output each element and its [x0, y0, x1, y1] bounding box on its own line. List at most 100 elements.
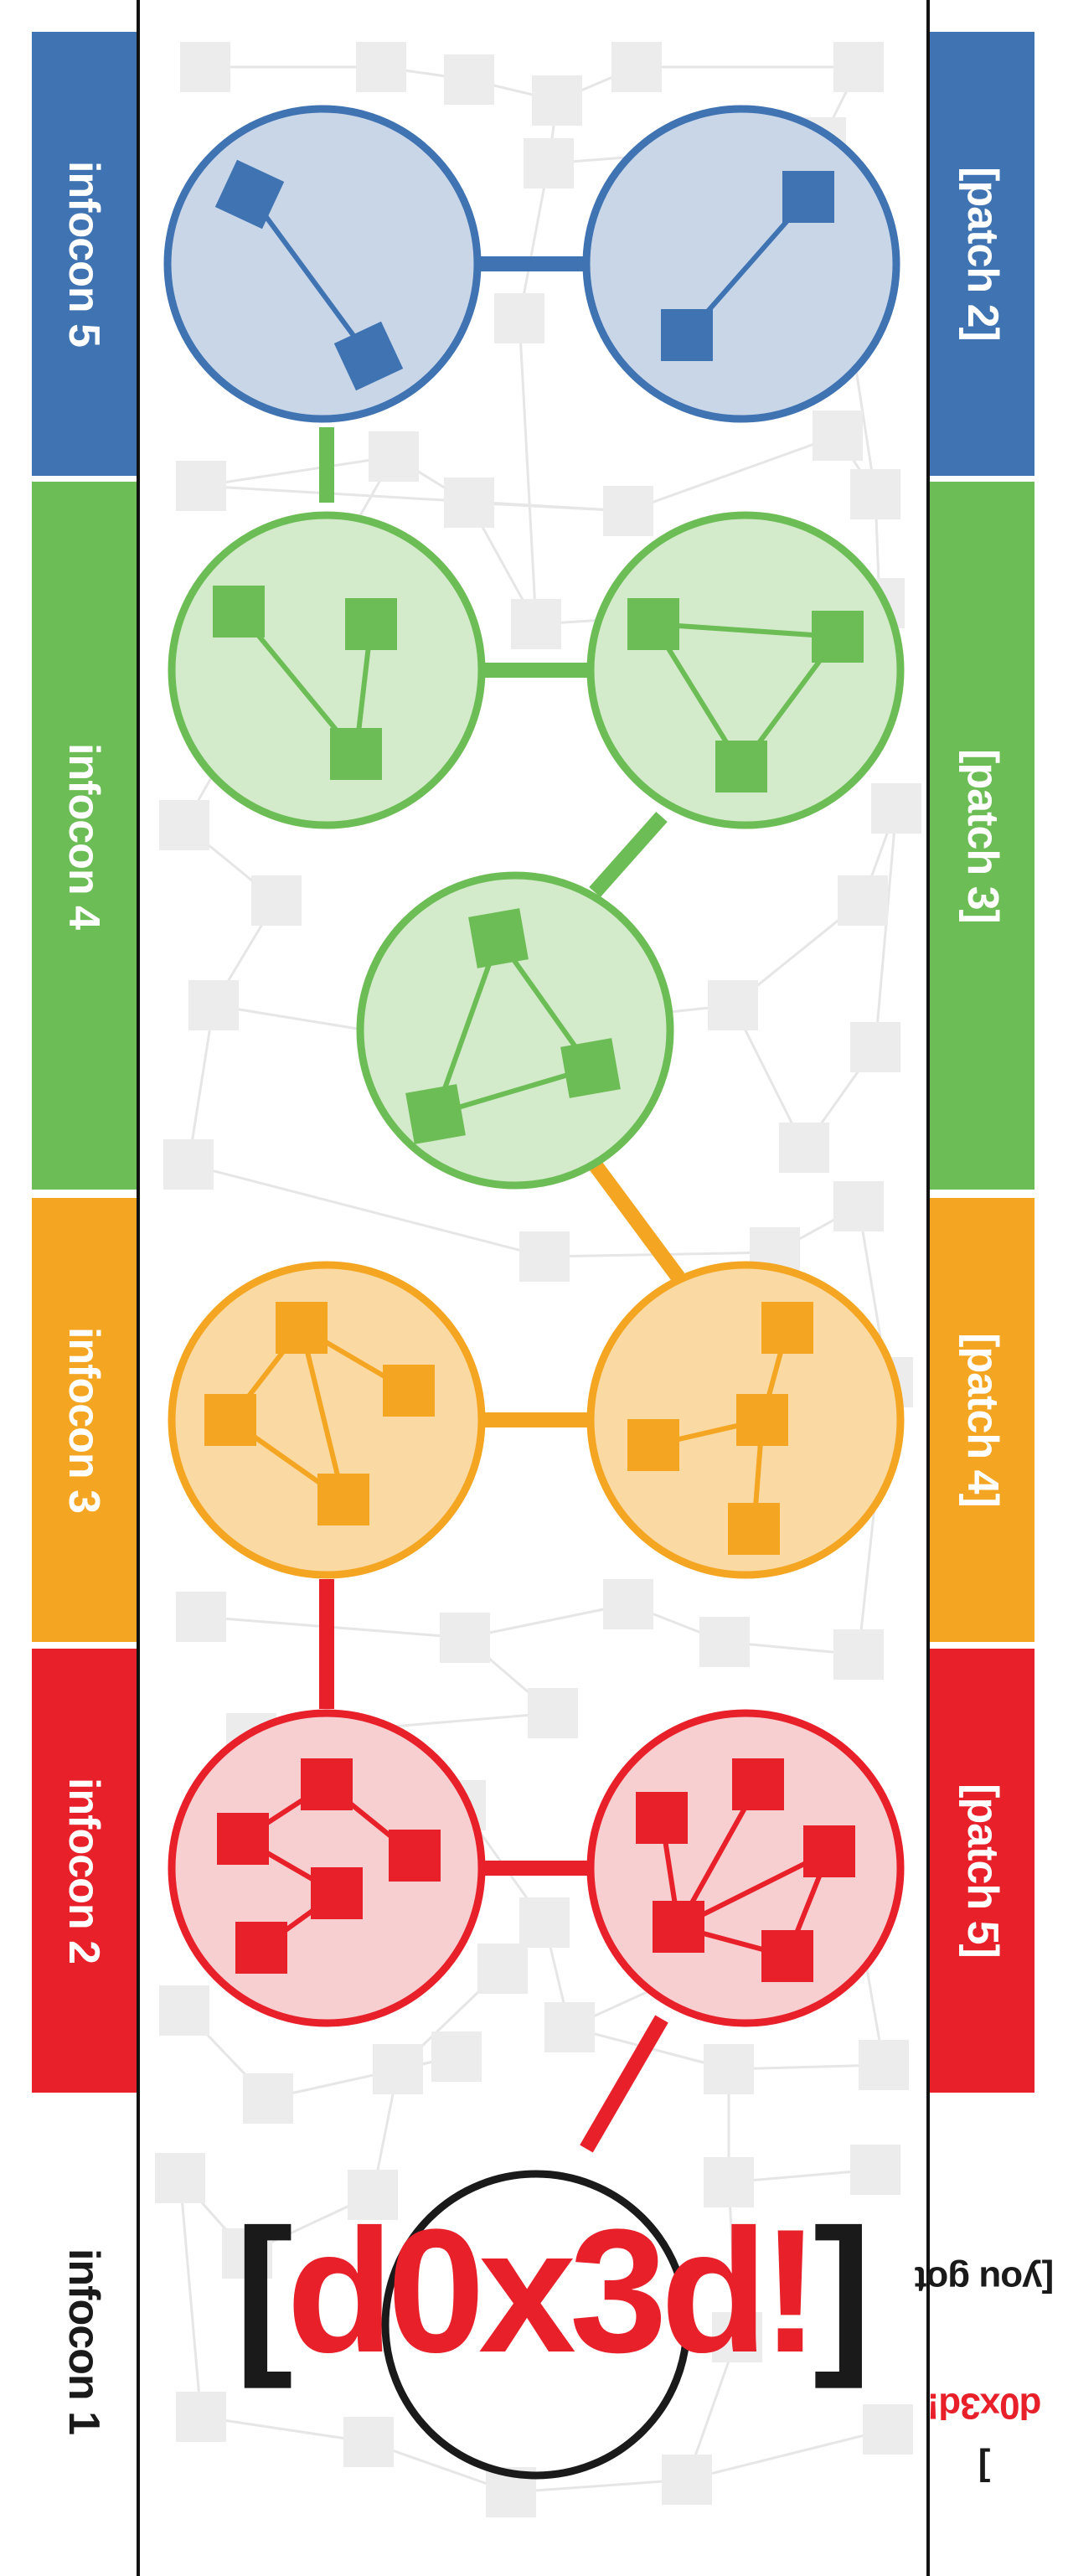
- cluster-link: [580, 2015, 668, 2153]
- cluster-node: [311, 1867, 363, 1919]
- cluster-infocon-4-a: [168, 511, 486, 829]
- background-edge: [518, 163, 550, 319]
- background-node: [251, 875, 302, 926]
- background-node: [176, 461, 226, 511]
- background-node: [159, 800, 209, 850]
- cluster-infocon-3: [168, 1261, 486, 1579]
- background-node: [188, 980, 239, 1030]
- cluster-node: [715, 741, 767, 792]
- background-node: [850, 469, 900, 519]
- you-got-suffix: ]: [978, 2447, 990, 2489]
- cluster-node: [653, 1901, 704, 1953]
- background-node: [176, 1592, 226, 1642]
- node-edge: [653, 622, 838, 639]
- logo-text: d0x3d!: [286, 2192, 820, 2389]
- background-node: [343, 2417, 394, 2467]
- cluster-node: [761, 1302, 813, 1354]
- cluster-node: [330, 728, 382, 780]
- background-node: [850, 1022, 900, 1072]
- doxed-logo: [d0x3d!]: [235, 2203, 872, 2379]
- background-node: [155, 2153, 205, 2203]
- infocon-2-label: infocon 2: [32, 1649, 137, 2093]
- right-divider: [926, 0, 930, 2576]
- you-got-highlight: d0x3d!: [927, 2384, 1041, 2426]
- cluster-patch-2: [582, 105, 900, 423]
- cluster-node: [217, 1813, 269, 1865]
- patch-3-label: [patch 3]: [930, 482, 1034, 1190]
- cluster-node: [204, 1394, 256, 1446]
- background-node: [511, 599, 561, 649]
- background-node: [833, 42, 884, 92]
- cluster-node: [761, 1930, 813, 1982]
- background-node: [833, 1629, 884, 1680]
- cluster-circle: [168, 511, 486, 829]
- cluster-node: [276, 1302, 328, 1354]
- background-node: [444, 478, 494, 528]
- background-node: [863, 2404, 913, 2455]
- you-got-doxed-text: [you got d0x3d!]: [915, 2210, 1054, 2488]
- cluster-circle: [586, 511, 905, 829]
- cluster-node: [736, 1394, 788, 1446]
- cluster-circle: [168, 1261, 486, 1579]
- background-node: [444, 54, 494, 105]
- background-edge: [627, 434, 838, 513]
- logo-open-bracket: [: [235, 2192, 293, 2389]
- logo-ring: [381, 2170, 691, 2480]
- background-node: [176, 2392, 226, 2442]
- background-node: [833, 1181, 884, 1231]
- node-edge: [435, 1066, 591, 1117]
- background-node: [222, 2228, 272, 2279]
- cluster-node: [389, 1830, 441, 1882]
- background-node: [813, 410, 863, 461]
- cluster-node: [560, 1038, 621, 1098]
- background-node: [528, 1688, 578, 1738]
- cluster-circle: [582, 105, 900, 423]
- background-node: [373, 2044, 423, 2094]
- cluster-node: [214, 159, 285, 230]
- background-node: [369, 431, 419, 482]
- background-edge: [200, 2415, 369, 2444]
- background-node: [356, 42, 406, 92]
- patch-4-label: [patch 4]: [930, 1198, 1034, 1642]
- cluster-node: [636, 1792, 688, 1844]
- background-node: [611, 42, 662, 92]
- background-node: [477, 1944, 528, 1994]
- background-node: [603, 486, 653, 536]
- background-node: [704, 2157, 754, 2207]
- cluster-patch-3: [586, 511, 905, 829]
- background-node: [494, 293, 544, 343]
- background-node: [519, 1231, 570, 1282]
- cluster-node: [317, 1474, 369, 1525]
- cluster-node: [803, 1825, 855, 1877]
- left-divider: [137, 0, 140, 2576]
- background-node: [708, 980, 758, 1030]
- background-node: [431, 2031, 482, 2082]
- background-edge: [188, 1163, 545, 1258]
- cluster-node: [728, 1503, 780, 1555]
- background-edge: [178, 2177, 203, 2418]
- cluster-node: [782, 171, 834, 223]
- cluster-node: [661, 309, 713, 361]
- infocon-1-label: infocon 1: [32, 2128, 137, 2555]
- background-edge: [874, 808, 898, 1048]
- background-node: [779, 1123, 829, 1173]
- background-node: [699, 1617, 750, 1667]
- background-node: [704, 2044, 754, 2094]
- background-node: [440, 1613, 490, 1663]
- background-edge: [510, 2478, 688, 2494]
- cluster-node: [345, 598, 397, 650]
- cluster-link: [589, 812, 668, 897]
- background-node: [163, 1139, 214, 1190]
- background-edge: [200, 455, 395, 488]
- background-node: [603, 1579, 653, 1629]
- cluster-node: [405, 1084, 466, 1144]
- background-node: [524, 138, 574, 188]
- you-got-prefix: [you got: [915, 2259, 1054, 2300]
- node-edge: [247, 193, 371, 358]
- patch-2-label: [patch 2]: [930, 32, 1034, 476]
- background-edge: [200, 484, 629, 513]
- cluster-patch-4: [586, 1261, 905, 1579]
- background-edge: [686, 2428, 889, 2481]
- node-edge: [433, 937, 501, 1116]
